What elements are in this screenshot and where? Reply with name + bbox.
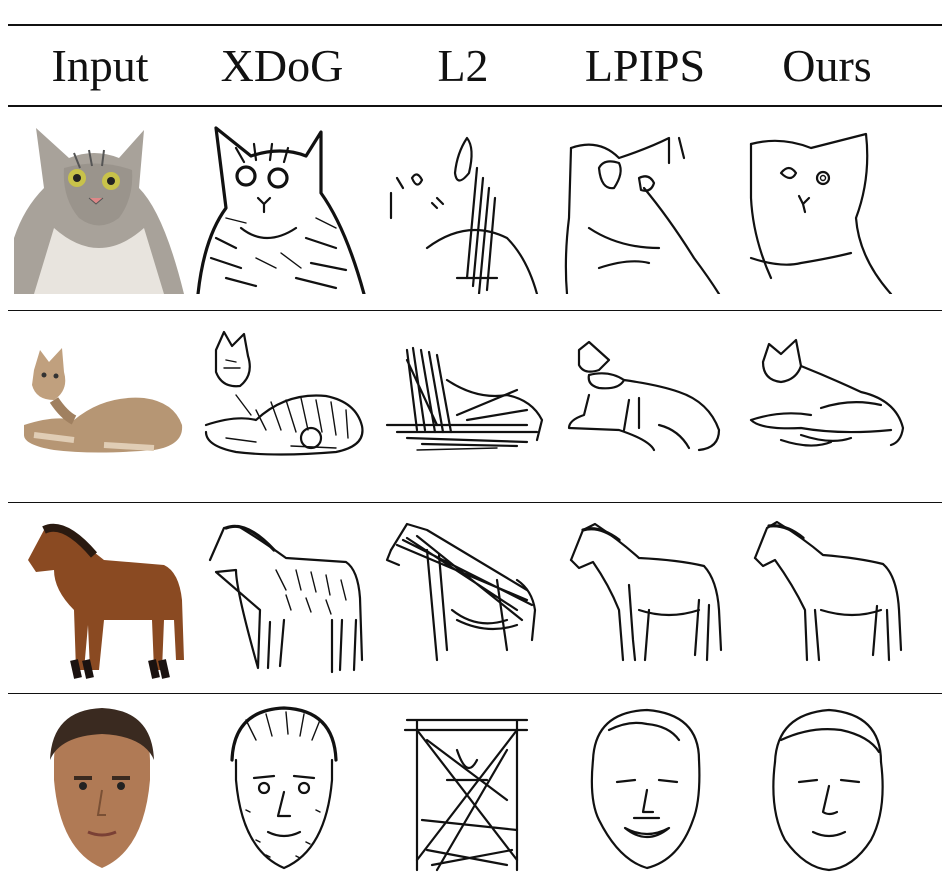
lpips-cat-lying-sketch bbox=[559, 320, 735, 496]
xdog-horse-sketch bbox=[196, 510, 372, 686]
xdog-face-sketch bbox=[196, 700, 372, 876]
ours-cat-lying-sketch bbox=[741, 320, 917, 496]
row-separator-3 bbox=[8, 693, 942, 694]
xdog-cat-lying-sketch bbox=[196, 320, 372, 496]
ours-horse-sketch bbox=[741, 510, 917, 686]
xdog-cat-portrait-sketch bbox=[196, 118, 372, 294]
ours-cat-portrait-sketch bbox=[741, 118, 917, 294]
header-rule bbox=[8, 105, 942, 107]
lpips-face-sketch bbox=[559, 700, 735, 876]
column-header-ours: Ours bbox=[782, 40, 872, 91]
column-header-xdog: XDoG bbox=[220, 40, 344, 91]
row-separator-2 bbox=[8, 502, 942, 503]
input-horse-image bbox=[14, 510, 190, 686]
input-cat-lying-image bbox=[14, 320, 190, 496]
l2-horse-sketch bbox=[377, 510, 553, 686]
row-separator-1 bbox=[8, 310, 942, 311]
column-header-lpips: LPIPS bbox=[584, 40, 706, 91]
input-cat-portrait-image bbox=[14, 118, 190, 294]
l2-cat-lying-sketch bbox=[377, 320, 553, 496]
lpips-cat-portrait-sketch bbox=[559, 118, 735, 294]
column-header-l2: L2 bbox=[437, 40, 489, 91]
ours-face-sketch bbox=[741, 700, 917, 876]
lpips-horse-sketch bbox=[559, 510, 735, 686]
l2-cat-portrait-sketch bbox=[377, 118, 553, 294]
column-header: Input XDoG L2 LPIPS Ours bbox=[0, 26, 952, 106]
top-rule bbox=[8, 24, 942, 26]
input-face-image bbox=[14, 700, 190, 876]
l2-face-sketch bbox=[377, 700, 553, 876]
column-header-input: Input bbox=[51, 40, 149, 91]
